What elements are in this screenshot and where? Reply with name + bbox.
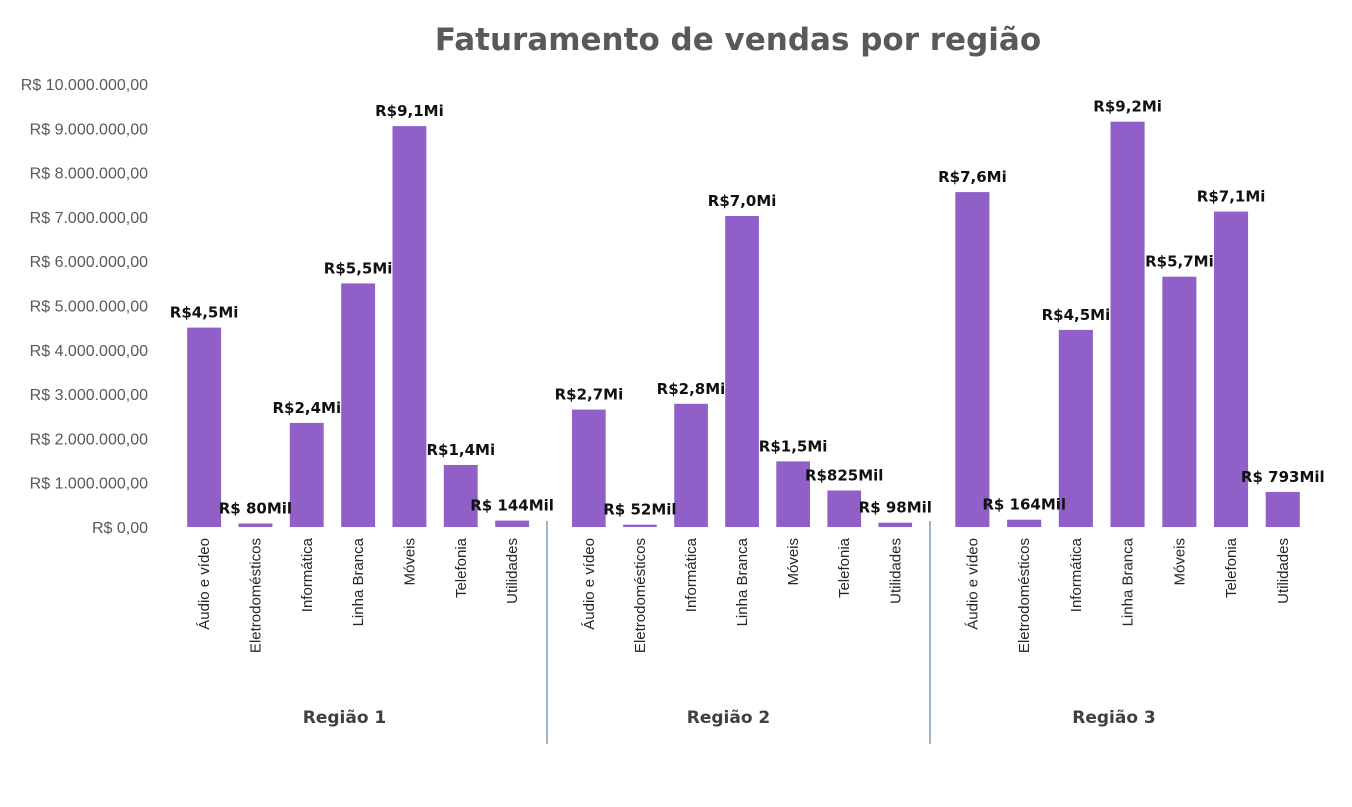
- bar: [1058, 329, 1093, 527]
- bar: [725, 216, 759, 527]
- data-label: R$4,5Mi: [170, 304, 239, 322]
- data-label: R$9,2Mi: [1093, 98, 1162, 116]
- data-label: R$ 80Mil: [219, 500, 292, 518]
- category-label: Informática: [299, 537, 316, 612]
- region-label: Região 2: [687, 708, 771, 728]
- bar: [827, 490, 862, 527]
- y-tick-label: R$ 0,00: [92, 520, 148, 537]
- data-label: R$5,7Mi: [1145, 253, 1214, 271]
- group-separators: [546, 521, 931, 744]
- data-label: R$ 164Mil: [982, 496, 1066, 514]
- region-label: Região 3: [1072, 708, 1156, 728]
- data-label: R$7,6Mi: [938, 168, 1007, 186]
- category-label: Áudio e vídeo: [964, 538, 981, 630]
- category-label: Áudio e vídeo: [196, 538, 213, 630]
- bar: [341, 283, 376, 527]
- data-label: R$1,5Mi: [759, 437, 828, 455]
- y-tick-label: R$ 3.000.000,00: [30, 387, 148, 404]
- category-label: Móveis: [785, 538, 802, 586]
- data-label: R$7,0Mi: [708, 192, 777, 210]
- category-label: Telefonia: [836, 537, 853, 598]
- y-tick-label: R$ 7.000.000,00: [30, 210, 148, 227]
- y-tick-label: R$ 1.000.000,00: [30, 476, 148, 493]
- chart-title: Faturamento de vendas por região: [435, 22, 1041, 58]
- bar: [238, 523, 273, 527]
- category-label: Informática: [1068, 537, 1085, 612]
- bar: [1007, 519, 1042, 527]
- data-label: R$7,1Mi: [1197, 188, 1266, 206]
- bar: [955, 192, 990, 527]
- y-tick-label: R$ 4.000.000,00: [30, 343, 148, 360]
- bar: [495, 520, 530, 527]
- y-tick-label: R$ 2.000.000,00: [30, 431, 148, 448]
- bar: [1265, 491, 1300, 527]
- category-label: Telefonia: [1223, 537, 1240, 598]
- category-label: Linha Branca: [350, 537, 367, 626]
- bar: [443, 465, 478, 527]
- data-label: R$5,5Mi: [324, 259, 393, 277]
- category-label: Móveis: [401, 538, 418, 586]
- category-label: Informática: [683, 537, 700, 612]
- category-label: Utilidades: [504, 538, 521, 604]
- bar: [392, 126, 427, 527]
- data-labels: R$4,5Mi R$ 80Mil R$2,4Mi R$5,5Mi R$9,1Mi R$1,…: [170, 98, 1325, 519]
- data-label: R$9,1Mi: [375, 102, 444, 120]
- data-label: R$ 793Mil: [1241, 468, 1325, 486]
- bar: [1214, 211, 1249, 527]
- y-tick-label: R$ 5.000.000,00: [30, 299, 148, 316]
- category-label: Telefonia: [453, 537, 470, 598]
- x-axis: Áudio e vídeo Eletrodomésticos Informática…: [196, 537, 1292, 728]
- bar: [572, 409, 606, 527]
- bar: [776, 461, 810, 527]
- y-tick-label: R$ 6.000.000,00: [30, 254, 148, 271]
- data-label: R$4,5Mi: [1042, 306, 1111, 324]
- data-label: R$2,4Mi: [272, 399, 341, 417]
- category-label: Áudio e vídeo: [581, 538, 598, 630]
- y-axis: R$ 0,00 R$ 1.000.000,00 R$ 2.000.000,00 R$ …: [21, 77, 148, 537]
- bar: [674, 403, 708, 527]
- bars: [187, 121, 1300, 527]
- data-label: R$2,7Mi: [555, 386, 624, 404]
- y-tick-label: R$ 8.000.000,00: [30, 166, 148, 183]
- data-label: R$1,4Mi: [426, 441, 495, 459]
- category-label: Eletrodomésticos: [1016, 538, 1033, 653]
- bar: [1162, 276, 1197, 527]
- category-label: Utilidades: [887, 538, 904, 604]
- data-label: R$ 144Mil: [470, 497, 554, 515]
- bar: [878, 522, 913, 527]
- bar: [187, 327, 222, 527]
- data-label: R$ 52Mil: [603, 501, 676, 519]
- category-label: Linha Branca: [1120, 537, 1137, 626]
- data-label: R$825Mil: [805, 467, 884, 485]
- y-tick-label: R$ 9.000.000,00: [30, 121, 148, 138]
- bar: [289, 422, 324, 527]
- category-label: Móveis: [1171, 538, 1188, 586]
- category-label: Utilidades: [1275, 538, 1292, 604]
- category-label: Linha Branca: [734, 537, 751, 626]
- category-label: Eletrodomésticos: [632, 538, 649, 653]
- bar: [1110, 121, 1145, 527]
- region-label: Região 1: [303, 708, 387, 728]
- bar: [623, 524, 657, 527]
- category-label: Eletrodomésticos: [247, 538, 264, 653]
- data-label: R$2,8Mi: [657, 380, 726, 398]
- data-label: R$ 98Mil: [859, 499, 932, 517]
- y-tick-label: R$ 10.000.000,00: [21, 77, 148, 94]
